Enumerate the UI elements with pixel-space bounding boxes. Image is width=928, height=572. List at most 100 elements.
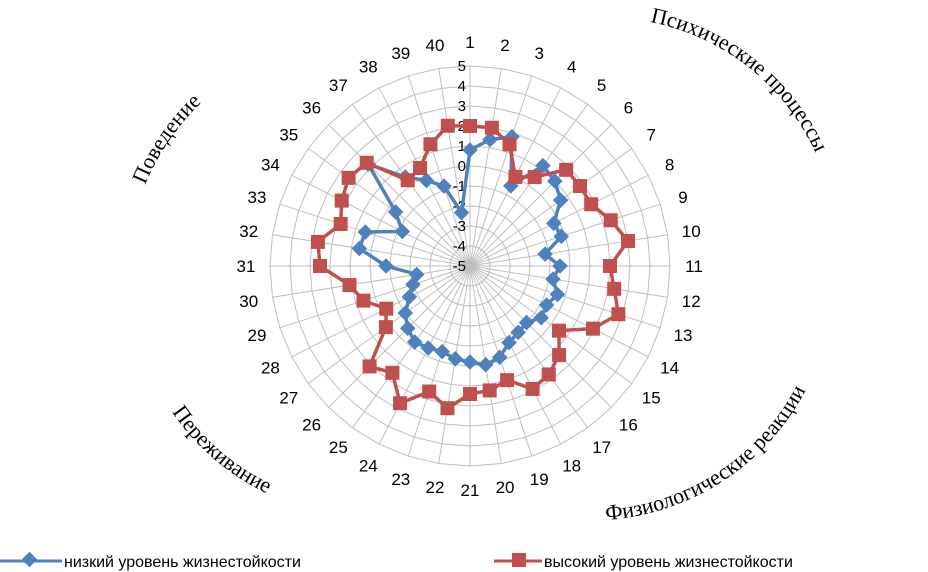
data-point bbox=[527, 170, 542, 185]
data-point bbox=[552, 192, 569, 208]
category-label: 5 bbox=[597, 76, 606, 95]
data-point bbox=[573, 179, 588, 194]
grid-spoke bbox=[272, 234, 471, 267]
grid-spoke bbox=[438, 68, 471, 267]
category-label: 1 bbox=[465, 33, 474, 52]
category-label: 2 bbox=[500, 36, 509, 55]
data-point bbox=[342, 278, 357, 293]
data-point bbox=[535, 157, 551, 174]
grid-spoke bbox=[469, 265, 649, 358]
data-point bbox=[394, 223, 411, 240]
data-point bbox=[357, 224, 374, 240]
category-label: 30 bbox=[239, 292, 258, 311]
category-label: 32 bbox=[239, 222, 258, 241]
group-label-physiological: Физиологические реакции bbox=[604, 380, 810, 525]
category-label: 3 bbox=[534, 44, 543, 63]
category-label: 4 bbox=[567, 57, 576, 76]
grid-spoke bbox=[469, 148, 633, 267]
data-point bbox=[423, 137, 438, 152]
data-point bbox=[378, 320, 393, 335]
data-point bbox=[552, 348, 567, 363]
data-point bbox=[385, 365, 400, 380]
category-label: 37 bbox=[329, 76, 348, 95]
data-point bbox=[310, 234, 325, 249]
data-point bbox=[356, 293, 371, 308]
data-point bbox=[334, 193, 349, 208]
category-label: 35 bbox=[279, 125, 298, 144]
category-labels: 1 2 34567891011121314151617181920212223242… bbox=[237, 33, 703, 500]
data-point bbox=[434, 343, 450, 360]
data-point bbox=[500, 373, 515, 388]
data-point bbox=[406, 334, 423, 350]
data-point bbox=[559, 162, 574, 177]
category-label: 24 bbox=[359, 457, 378, 476]
group-label-mental: Психические процессы bbox=[649, 2, 834, 155]
data-point bbox=[463, 387, 477, 401]
data-point bbox=[401, 289, 418, 305]
data-point bbox=[553, 228, 570, 245]
data-point bbox=[462, 142, 478, 158]
data-point bbox=[603, 213, 618, 228]
grid-spoke bbox=[328, 265, 471, 408]
data-point bbox=[393, 396, 408, 411]
tick-label: 1 bbox=[458, 138, 466, 155]
data-point bbox=[400, 173, 415, 188]
grid-spoke bbox=[291, 174, 471, 267]
data-point bbox=[359, 155, 374, 170]
category-label: 29 bbox=[247, 326, 266, 345]
data-point bbox=[397, 305, 414, 321]
data-point bbox=[484, 120, 499, 135]
tick-label: -3 bbox=[453, 218, 466, 235]
group-label-behavior: Поведение bbox=[127, 88, 206, 187]
data-point bbox=[463, 119, 477, 133]
legend-item-high: высокий уровень жизнестойкости bbox=[494, 553, 793, 571]
legend-label-low: низкий уровень жизнестойкости bbox=[64, 554, 301, 571]
data-point bbox=[341, 170, 356, 185]
category-label: 11 bbox=[685, 257, 703, 276]
category-label: 20 bbox=[496, 478, 515, 497]
grid-spoke bbox=[469, 68, 502, 267]
category-label: 18 bbox=[562, 457, 581, 476]
grid-spoke bbox=[378, 265, 471, 445]
category-label: 17 bbox=[592, 438, 611, 457]
data-point bbox=[541, 367, 556, 382]
data-point bbox=[477, 356, 494, 373]
category-label: 14 bbox=[660, 359, 679, 378]
grid-spoke bbox=[469, 265, 661, 329]
category-label: 12 bbox=[682, 292, 701, 311]
category-label: 36 bbox=[302, 99, 321, 118]
category-label: 19 bbox=[530, 470, 549, 489]
category-label: 13 bbox=[674, 326, 693, 345]
data-point bbox=[440, 401, 455, 416]
grid-spoke bbox=[469, 265, 633, 384]
category-label: 6 bbox=[624, 99, 633, 118]
data-point bbox=[453, 204, 470, 221]
data-point bbox=[525, 381, 540, 396]
grid-spoke bbox=[279, 265, 471, 329]
data-point bbox=[585, 321, 600, 336]
data-point bbox=[482, 131, 498, 148]
grid-spoke bbox=[469, 103, 588, 267]
grid-spoke bbox=[407, 265, 471, 457]
legend-marker-high bbox=[512, 553, 526, 567]
category-label: 40 bbox=[425, 36, 444, 55]
category-label: 27 bbox=[279, 389, 298, 408]
data-point bbox=[547, 173, 563, 189]
data-point bbox=[379, 301, 394, 316]
tick-label: 3 bbox=[458, 98, 466, 115]
data-point bbox=[508, 169, 523, 184]
grid-spoke bbox=[352, 265, 471, 429]
category-label: 33 bbox=[247, 188, 266, 207]
category-label: 28 bbox=[261, 359, 280, 378]
data-point bbox=[447, 351, 464, 367]
category-label: 31 bbox=[237, 257, 256, 276]
grid-spoke bbox=[469, 265, 562, 445]
data-point bbox=[502, 137, 517, 152]
tick-label: -1 bbox=[453, 178, 466, 195]
legend-item-low: низкий уровень жизнестойкости bbox=[0, 551, 301, 571]
data-point bbox=[462, 354, 478, 370]
category-label: 23 bbox=[391, 470, 410, 489]
data-point bbox=[621, 233, 636, 248]
legend: низкий уровень жизнестойкости высокий ур… bbox=[0, 551, 793, 571]
